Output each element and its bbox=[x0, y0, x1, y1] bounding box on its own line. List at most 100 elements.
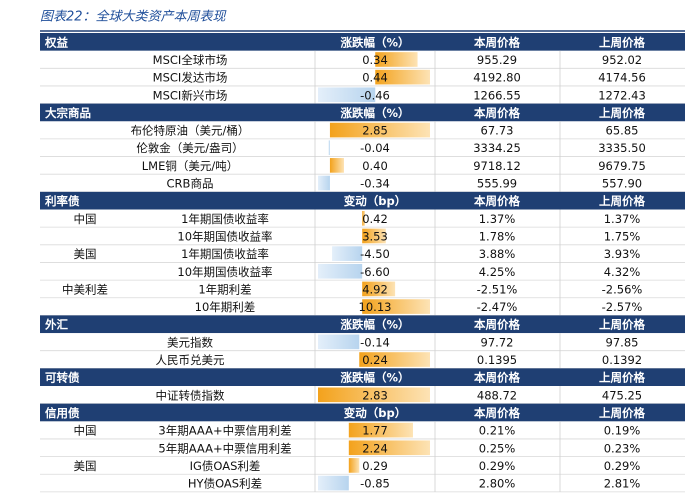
cell-value: -0.34 bbox=[360, 177, 390, 191]
cell-value: 3335.50 bbox=[598, 141, 646, 155]
cell-value: 1.77 bbox=[362, 424, 388, 438]
data-bar bbox=[318, 387, 430, 403]
cell-value: 2.80% bbox=[479, 477, 516, 491]
cell-value: 3.93% bbox=[604, 247, 641, 261]
column-header: 本周价格 bbox=[474, 35, 520, 49]
figure-title: 图表22：全球大类资产本周表现 bbox=[40, 9, 228, 25]
cell-value: 0.29% bbox=[604, 459, 641, 473]
cell-value: 1.37% bbox=[604, 212, 641, 226]
data-bar bbox=[318, 334, 360, 350]
cell-value: -2.47% bbox=[477, 300, 518, 314]
cell-value: 557.90 bbox=[602, 177, 642, 191]
row-group: 中国 bbox=[74, 212, 97, 226]
column-header: 本周价格 bbox=[474, 194, 520, 208]
cell-value: 0.40 bbox=[362, 159, 388, 173]
row-label: MSCI发达市场 bbox=[153, 71, 228, 85]
cell-value: 3.88% bbox=[479, 247, 516, 261]
row-label: 1年期国债收益率 bbox=[181, 247, 269, 261]
row-label: 中证转债指数 bbox=[156, 388, 225, 402]
cell-value: 4.25% bbox=[479, 265, 516, 279]
data-bar bbox=[329, 122, 430, 138]
data-bar bbox=[362, 281, 396, 297]
cell-value: 0.25% bbox=[479, 441, 516, 455]
cell-value: 0.1395 bbox=[477, 353, 517, 367]
data-bar bbox=[348, 458, 360, 473]
data-bar bbox=[359, 352, 430, 367]
row-label: 人民币兑美元 bbox=[156, 353, 225, 367]
section-name: 可转债 bbox=[45, 371, 80, 385]
row-label: 5年期AAA+中票信用利差 bbox=[158, 441, 291, 455]
row-label: 伦敦金（美元/盎司） bbox=[136, 141, 243, 155]
section-name: 权益 bbox=[44, 35, 68, 49]
cell-value: -4.50 bbox=[360, 247, 390, 261]
row-label: MSCI全球市场 bbox=[153, 53, 228, 67]
column-header: 涨跌幅（%） bbox=[340, 371, 409, 385]
cell-value: 0.34 bbox=[362, 53, 388, 67]
column-header: 上周价格 bbox=[599, 106, 645, 120]
cell-value: -0.04 bbox=[360, 141, 390, 155]
cell-value: 955.29 bbox=[477, 53, 517, 67]
data-bar bbox=[375, 69, 430, 85]
column-header: 本周价格 bbox=[474, 106, 520, 120]
column-header: 上周价格 bbox=[599, 406, 645, 420]
column-header: 上周价格 bbox=[599, 194, 645, 208]
cell-value: 0.23% bbox=[604, 441, 641, 455]
section-header-bg bbox=[40, 315, 685, 334]
row-label: HY债OAS利差 bbox=[188, 477, 262, 491]
cell-value: -0.46 bbox=[360, 88, 390, 102]
column-header: 本周价格 bbox=[474, 371, 520, 385]
row-group: 中国 bbox=[74, 424, 97, 438]
row-label: MSCI新兴市场 bbox=[153, 88, 228, 102]
column-header: 变动（bp） bbox=[344, 406, 406, 420]
data-bar bbox=[328, 140, 330, 156]
column-header: 涨跌幅（%） bbox=[340, 318, 409, 332]
cell-value: 952.02 bbox=[602, 53, 642, 67]
data-bar bbox=[362, 228, 386, 244]
cell-value: 65.85 bbox=[606, 124, 639, 138]
column-header: 变动（bp） bbox=[344, 194, 406, 208]
cell-value: -2.57% bbox=[602, 300, 643, 314]
section-header-bg bbox=[40, 191, 685, 210]
cell-value: 4174.56 bbox=[598, 71, 646, 85]
cell-value: 10.13 bbox=[359, 300, 392, 314]
cell-value: 2.24 bbox=[362, 441, 388, 455]
cell-value: 2.83 bbox=[362, 388, 388, 402]
cell-value: 97.85 bbox=[606, 335, 639, 349]
row-label: 10年期国债收益率 bbox=[177, 229, 272, 243]
data-bar bbox=[362, 299, 430, 314]
cell-value: 488.72 bbox=[477, 388, 517, 402]
row-label: LME铜（美元/吨） bbox=[142, 159, 238, 173]
cell-value: 3.53 bbox=[362, 229, 388, 243]
cell-value: -6.60 bbox=[360, 265, 390, 279]
row-label: 美元指数 bbox=[167, 335, 213, 349]
section-name: 信用债 bbox=[45, 406, 80, 420]
cell-value: 9679.75 bbox=[598, 159, 646, 173]
cell-value: 0.29 bbox=[362, 459, 388, 473]
data-bar bbox=[375, 52, 418, 67]
row-label: 1年期国债收益率 bbox=[181, 212, 269, 226]
cell-value: 1.75% bbox=[604, 229, 641, 243]
row-label: 10年期利差 bbox=[195, 300, 256, 314]
section-header-bg bbox=[40, 368, 685, 386]
cell-value: 2.85 bbox=[362, 124, 388, 138]
data-bar bbox=[318, 175, 330, 191]
cell-value: -0.85 bbox=[360, 477, 390, 491]
data-bar bbox=[318, 87, 376, 103]
cell-value: -2.56% bbox=[602, 282, 643, 296]
cell-value: 0.44 bbox=[362, 71, 388, 85]
section-header-bg bbox=[40, 403, 685, 422]
section-header-bg bbox=[40, 103, 685, 122]
data-bar bbox=[362, 211, 365, 226]
cell-value: 0.29% bbox=[479, 459, 516, 473]
cell-value: 1272.43 bbox=[598, 88, 646, 102]
data-bar bbox=[318, 263, 363, 279]
cell-value: 4192.80 bbox=[473, 71, 521, 85]
column-header: 涨跌幅（%） bbox=[340, 35, 409, 49]
data-bar bbox=[332, 246, 363, 261]
column-header: 上周价格 bbox=[599, 318, 645, 332]
section-name: 大宗商品 bbox=[45, 106, 91, 120]
section-name: 利率债 bbox=[44, 194, 80, 208]
row-label: IG债OAS利差 bbox=[190, 459, 261, 473]
cell-value: 0.1392 bbox=[602, 353, 642, 367]
cell-value: -0.14 bbox=[360, 335, 390, 349]
